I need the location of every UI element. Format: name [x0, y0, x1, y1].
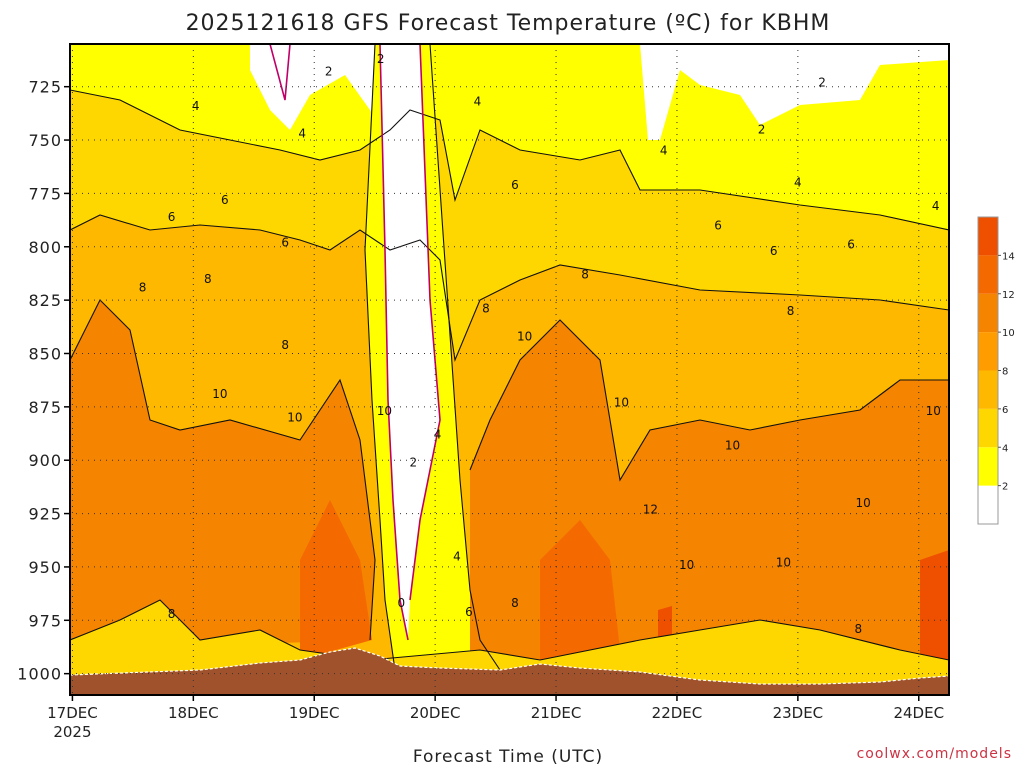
band-below-2-topright	[640, 44, 949, 140]
contour-label: 6	[168, 210, 176, 224]
colorbar-swatch	[978, 217, 998, 256]
contour-lines	[70, 44, 949, 671]
y-tick-label: 725	[28, 78, 62, 97]
y-tick-label: 950	[28, 558, 62, 577]
x-tick-label: 18DEC	[168, 704, 219, 722]
band-12-14-left	[300, 500, 372, 660]
contour-label: 6	[511, 178, 519, 192]
contour-label: 4	[192, 99, 200, 113]
chart-title: 2025121618 GFS Forecast Temperature (ºC)…	[186, 11, 831, 36]
y-tick-label: 1000	[17, 665, 62, 684]
contour-label: 10	[679, 558, 694, 572]
contour-label: 10	[776, 556, 791, 570]
contour-label: 6	[281, 236, 289, 250]
contour-label: 6	[770, 244, 778, 258]
contour-label: 10	[856, 496, 871, 510]
contour-label: 8	[787, 304, 795, 318]
contour-label: 10	[926, 404, 941, 418]
contour-label: 12	[952, 645, 967, 659]
contour-label: 0	[397, 596, 405, 610]
y-tick-label: 825	[28, 291, 62, 310]
contour-label: 10	[614, 396, 629, 410]
contour-label: 4	[794, 176, 802, 190]
x-tick-label: 23DEC	[773, 704, 824, 722]
x-tick-label: 20DEC	[410, 704, 461, 722]
colorbar-legend: 2 4 6 8 10 12 14	[977, 216, 1015, 525]
contour-label: 10	[377, 404, 392, 418]
ground-edge	[70, 647, 949, 685]
y-tick-label: 750	[28, 131, 62, 150]
colorbar-tick-label: 2	[1002, 482, 1008, 493]
colorbar-tick-label: 14	[1002, 251, 1015, 262]
contour-label: 4	[932, 199, 940, 213]
contour-label: 4	[298, 127, 306, 141]
contour-label: 2	[377, 52, 385, 66]
plot-frame	[69, 43, 950, 696]
x-tick-label: 17DEC	[47, 704, 98, 722]
colorbar-swatch	[978, 293, 998, 333]
colorbar-tick-label: 4	[1002, 443, 1008, 454]
contour-label: 8	[168, 607, 176, 621]
contour-label: 12	[643, 502, 658, 516]
contour-label: 4	[660, 144, 668, 158]
band-12-14-mid	[540, 520, 620, 660]
contour-label: 8	[204, 272, 212, 286]
y-tick-label: 800	[28, 238, 62, 257]
contour-label: 2	[758, 122, 766, 136]
x-tick-label: 21DEC	[531, 704, 582, 722]
contour-label: 2	[325, 65, 333, 79]
band-14-plus	[920, 550, 949, 680]
colorbar-tick-label: 8	[1002, 367, 1008, 378]
colorbar-tick-label: 12	[1002, 290, 1015, 301]
colorbar-swatch	[978, 447, 998, 486]
contour-label: 4	[453, 549, 461, 563]
contour-label: 10	[212, 387, 227, 401]
contour-label: 10	[725, 438, 740, 452]
colorbar-swatch	[978, 255, 998, 294]
y-tick-label: 900	[28, 451, 62, 470]
x-tick-label: 22DEC	[652, 704, 703, 722]
contour-label: 8	[854, 622, 862, 636]
contour-label: 8	[139, 280, 147, 294]
colorbar-tick-label: 6	[1002, 405, 1008, 416]
y-axis: 725 750 775 800 825 850 875 900 925 950 975 1000	[17, 78, 70, 684]
contour-label: 6	[847, 238, 855, 252]
contour-label: 2	[410, 455, 418, 469]
contour-label: 6	[465, 605, 473, 619]
contour-label: 6	[221, 193, 229, 207]
y-tick-label: 975	[28, 611, 62, 630]
colorbar-swatch	[978, 332, 998, 371]
band-10-12-left	[70, 300, 375, 650]
contour-label: 8	[511, 596, 519, 610]
credit-link[interactable]: coolwx.com/models	[857, 746, 1012, 762]
contour-label: 4	[474, 95, 482, 109]
y-tick-label: 875	[28, 398, 62, 417]
contour-label: 8	[482, 302, 490, 316]
colorbar-swatch	[978, 370, 998, 409]
x-axis-label: Forecast Time (UTC)	[413, 747, 603, 767]
x-tick-label: 19DEC	[289, 704, 340, 722]
colorbar-swatch	[978, 408, 998, 448]
x-tick-label: 24DEC	[893, 704, 944, 722]
contour-label: 10	[517, 329, 532, 343]
contour-label: 10	[287, 411, 302, 425]
zero-contour-lines	[269, 44, 441, 641]
plot-area: 2 2 2 2 4 4 4 4 4 4 6 6 6 6 6 6 6 8 8 8 8 8 8 8 8 8 6 4 4 2 0 10 10 10 10 1…	[69, 43, 967, 696]
x-tick-sublabel: 2025	[53, 723, 91, 741]
colorbar-tick-label: 10	[1002, 328, 1015, 339]
contour-label: 2	[818, 75, 826, 89]
colorbar-swatch	[978, 485, 998, 524]
gridlines	[70, 44, 949, 695]
contour-label: 8	[581, 268, 589, 282]
ground-terrain	[70, 648, 949, 695]
y-tick-label: 775	[28, 184, 62, 203]
y-tick-label: 850	[28, 344, 62, 363]
contour-labels: 2 2 2 2 4 4 4 4 4 4 6 6 6 6 6 6 6 8 8 8 8 8 8 8 8 8 6 4 4 2 0 10 10 10 10 1…	[139, 52, 967, 659]
contour-label: 8	[281, 338, 289, 352]
contour-label: 6	[714, 218, 722, 232]
y-tick-label: 925	[28, 505, 62, 524]
contour-label: 4	[434, 428, 442, 442]
